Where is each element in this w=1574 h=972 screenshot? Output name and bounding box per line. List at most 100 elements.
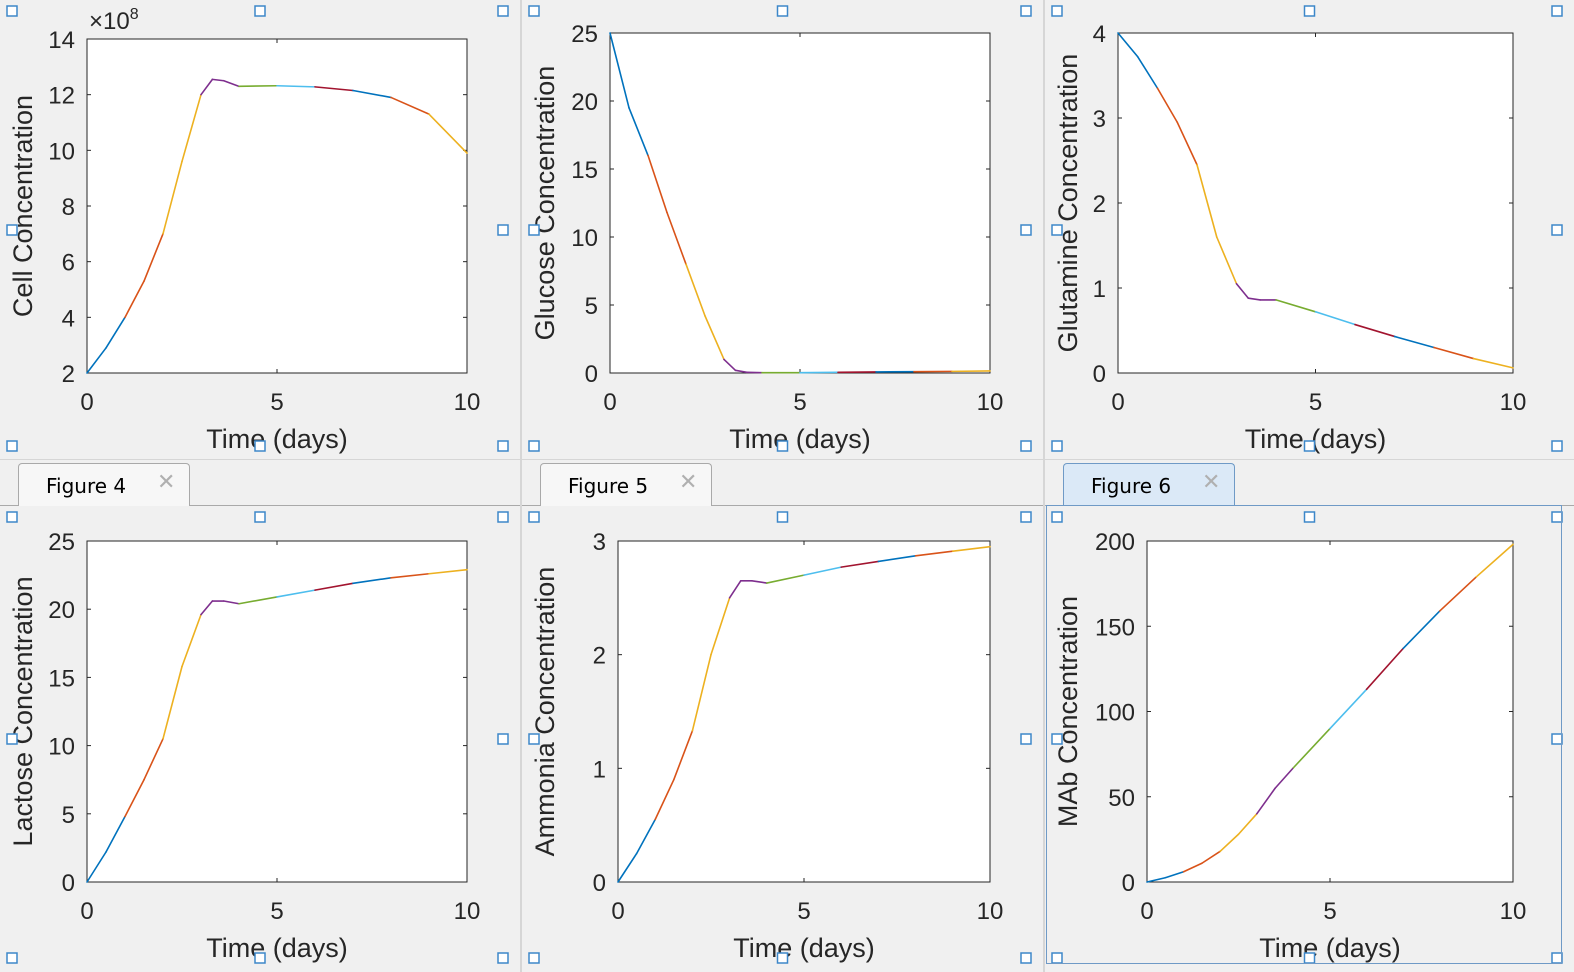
plot-area <box>609 32 991 374</box>
resize-handle[interactable] <box>1020 952 1032 964</box>
resize-handle[interactable] <box>497 952 509 964</box>
tab-label: Figure 4 <box>46 474 127 498</box>
resize-handle[interactable] <box>1020 511 1032 523</box>
y-axis-label: Ammonia Concentration <box>530 567 560 857</box>
resize-handle[interactable] <box>497 5 509 17</box>
resize-handle[interactable] <box>6 733 18 745</box>
resize-handle[interactable] <box>6 511 18 523</box>
series-segment <box>704 315 725 361</box>
series-segment <box>1136 55 1159 90</box>
tab-figure-6[interactable]: Figure 6 ✕ <box>1063 463 1235 506</box>
series-segment <box>238 84 278 88</box>
resize-handle[interactable] <box>776 511 789 523</box>
x-tick-label: 5 <box>270 389 283 416</box>
series-segment <box>124 778 145 818</box>
resize-handle[interactable] <box>254 511 266 523</box>
x-tick-label: 0 <box>1111 389 1124 416</box>
series-segment <box>162 665 183 740</box>
resize-handle[interactable] <box>254 440 266 452</box>
resize-handle[interactable] <box>497 224 509 236</box>
series-segment <box>200 600 214 616</box>
resize-handle[interactable] <box>1051 440 1063 452</box>
series-segment <box>390 96 430 115</box>
resize-handle[interactable] <box>254 952 266 964</box>
series-segment <box>1402 610 1441 650</box>
series-segment <box>223 79 240 88</box>
y-tick-label: 14 <box>48 27 75 54</box>
resize-handle[interactable] <box>528 733 540 745</box>
resize-handle[interactable] <box>6 5 18 17</box>
resize-handle[interactable] <box>776 5 789 17</box>
resize-handle[interactable] <box>528 440 540 452</box>
resize-handle[interactable] <box>6 440 18 452</box>
series-segment <box>666 211 687 266</box>
y-tick-label: 20 <box>571 89 598 116</box>
resize-handle[interactable] <box>528 952 540 964</box>
series-segment <box>238 596 278 605</box>
y-tick-label: 15 <box>571 157 598 184</box>
series-segment <box>877 554 917 563</box>
resize-handle[interactable] <box>528 5 540 17</box>
close-icon[interactable]: ✕ <box>1202 470 1221 495</box>
y-tick-label: 25 <box>571 21 598 48</box>
resize-handle[interactable] <box>528 224 540 236</box>
resize-handle[interactable] <box>1051 952 1063 964</box>
resize-handle[interactable] <box>1051 511 1063 523</box>
chart-5: 0 5 10 0 1 2 3 Time (days) Ammonia Concentration <box>528 511 1032 964</box>
resize-handle[interactable] <box>497 511 509 523</box>
x-tick-label: 5 <box>1323 898 1336 925</box>
tab-label: Figure 6 <box>1091 474 1172 498</box>
resize-handle[interactable] <box>1551 733 1563 745</box>
resize-handle[interactable] <box>497 733 509 745</box>
resize-handle[interactable] <box>1051 5 1063 17</box>
resize-handle[interactable] <box>254 5 266 17</box>
series-segment <box>672 730 694 781</box>
resize-handle[interactable] <box>1551 952 1563 964</box>
resize-handle[interactable] <box>1551 224 1563 236</box>
resize-handle[interactable] <box>6 224 18 236</box>
series-segment <box>691 653 712 732</box>
resize-handle[interactable] <box>1020 440 1032 452</box>
resize-handle[interactable] <box>776 952 789 964</box>
resize-handle[interactable] <box>1051 733 1063 745</box>
resize-handle[interactable] <box>1303 5 1316 17</box>
series-segment <box>654 778 675 821</box>
y-tick-label: 8 <box>62 194 75 221</box>
y-tick-label: 5 <box>585 293 598 320</box>
resize-handle[interactable] <box>776 440 789 452</box>
resize-handle[interactable] <box>1551 5 1563 17</box>
y-axis-label: Glutamine Concentration <box>1053 54 1083 353</box>
close-icon[interactable]: ✕ <box>679 470 698 495</box>
x-axis-label: Time (days) <box>729 424 871 454</box>
resize-handle[interactable] <box>1020 224 1032 236</box>
resize-handle[interactable] <box>1051 224 1063 236</box>
x-axis-label: Time (days) <box>733 933 875 963</box>
resize-handle[interactable] <box>1020 733 1032 745</box>
tab-figure-5[interactable]: Figure 5 ✕ <box>540 463 712 506</box>
resize-handle[interactable] <box>1020 5 1032 17</box>
y-tick-label: 4 <box>62 305 75 332</box>
resize-handle[interactable] <box>1551 511 1563 523</box>
y-tick-label: 12 <box>48 83 75 110</box>
resize-handle[interactable] <box>1303 952 1316 964</box>
series-segment <box>390 572 430 579</box>
x-tick-label: 5 <box>797 898 810 925</box>
x-tick-label: 0 <box>611 898 624 925</box>
series-segment <box>710 597 731 656</box>
resize-handle[interactable] <box>1303 440 1316 452</box>
resize-handle[interactable] <box>497 440 509 452</box>
series-segment <box>1201 850 1221 865</box>
y-tick-label: 1 <box>593 756 606 783</box>
series-segment <box>1365 647 1404 691</box>
resize-handle[interactable] <box>1303 511 1316 523</box>
series-segment <box>728 579 742 599</box>
tab-figure-4[interactable]: Figure 4 ✕ <box>18 463 190 506</box>
x-tick-label: 10 <box>1500 898 1527 925</box>
close-icon[interactable]: ✕ <box>157 470 176 495</box>
series-segment <box>314 86 354 92</box>
resize-handle[interactable] <box>528 511 540 523</box>
resize-handle[interactable] <box>1551 440 1563 452</box>
series-segment <box>1117 32 1139 58</box>
resize-handle[interactable] <box>6 952 18 964</box>
